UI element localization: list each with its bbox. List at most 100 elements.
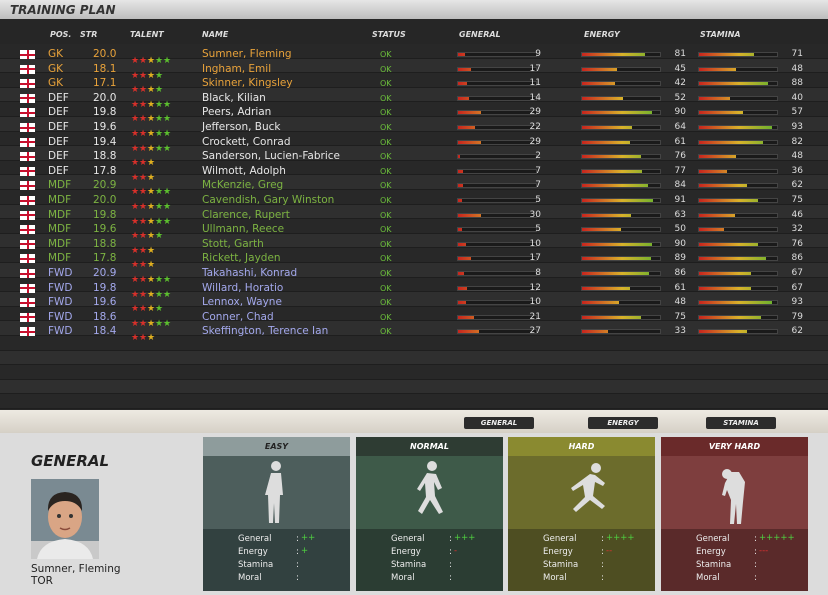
player-row[interactable]: FWD 18.6 ★★★★★ Conner, Chad OK 21 75 79 (0, 310, 828, 329)
talent-stars: ★★★★★ (131, 267, 171, 286)
player-name: Crockett, Conrad (202, 135, 291, 148)
star: ★ (131, 245, 140, 256)
player-name: Takahashi, Konrad (202, 267, 298, 279)
player-row[interactable]: FWD 19.6 ★★★★ Lennox, Wayne OK 10 48 93 (0, 295, 828, 314)
stamina-value: 62 (791, 180, 803, 191)
intensity-card[interactable]: VERY HARD General+++++Energy---Stamina Mor… (661, 437, 808, 591)
energy-bar (582, 315, 641, 319)
player-row[interactable]: DEF 19.4 ★★★★★ Crockett, Conrad OK 29 61 82 (0, 135, 828, 154)
player-row[interactable]: DEF 20.0 ★★★★★ Black, Kilian OK 14 52 40 (0, 91, 828, 110)
player-row[interactable]: GK 18.1 ★★★★ Ingham, Emil OK 17 45 48 (0, 62, 828, 81)
player-row[interactable]: DEF 19.8 ★★★★★ Peers, Adrian OK 29 90 57 (0, 105, 828, 124)
star: ★ (139, 216, 148, 227)
energy-bar-track (581, 81, 661, 87)
flag-cross-v (26, 64, 29, 74)
stamina-bar-track (698, 81, 778, 87)
intensity-card[interactable]: NORMAL General+++Energy-Stamina Moral (356, 437, 503, 591)
energy-bar (582, 286, 630, 290)
energy-value: 84 (674, 180, 686, 191)
column-header: POS. (50, 30, 72, 39)
stamina-bar-track (698, 300, 778, 306)
talent-stars: ★★★ (131, 325, 155, 344)
player-name: Sumner, Fleming (31, 563, 121, 575)
stamina-value: 36 (791, 165, 803, 176)
status: OK (380, 327, 392, 337)
energy-value: 90 (674, 107, 686, 118)
energy-value: 42 (674, 78, 686, 89)
flag-cross-v (26, 283, 29, 293)
intensity-card[interactable]: EASY General++Energy+Stamina Moral (203, 437, 350, 591)
star: ★ (131, 202, 140, 212)
energy-bar (582, 199, 653, 202)
stamina-bar-track (698, 183, 778, 189)
star: ★ (139, 143, 148, 154)
general-bar-track (457, 271, 537, 276)
effect-value: ++++ (606, 533, 635, 543)
player-row[interactable]: MDF 18.8 ★★★ Stott, Garth OK 10 90 76 (0, 237, 828, 256)
star: ★ (147, 245, 156, 256)
tab-button[interactable]: ENERGY (588, 417, 658, 429)
tab-button[interactable]: STAMINA (706, 417, 776, 429)
player-row[interactable]: GK 17.1 ★★★★ Skinner, Kingsley OK 11 42 88 (0, 76, 828, 95)
player-row[interactable]: DEF 19.6 ★★★★★ Jefferson, Buck OK 22 64 93 (0, 120, 828, 139)
star: ★ (155, 304, 164, 315)
general-bar (458, 169, 464, 173)
stamina-bar-track (698, 168, 778, 174)
player-row[interactable]: GK 20.0 ★★★★★ Sumner, Fleming OK 9 81 71 (0, 47, 828, 66)
intensity-card[interactable]: HARD General++++Energy--Stamina Moral (508, 437, 655, 591)
talent-stars: ★★★★★ (131, 121, 171, 140)
energy-value: 52 (674, 92, 686, 103)
general-value: 11 (529, 78, 541, 89)
status: OK (380, 123, 392, 132)
energy-value: 77 (674, 165, 686, 176)
player-row[interactable]: FWD 19.8 ★★★★★ Willard, Horatio OK 12 61 67 (0, 281, 828, 300)
talent-stars: ★★★★ (131, 223, 163, 242)
stamina-value: 93 (791, 122, 803, 132)
position: GK (48, 48, 64, 60)
stamina-bar-track (698, 285, 778, 291)
stamina-bar (699, 53, 755, 56)
player-row[interactable]: MDF 19.8 ★★★★★ Clarence, Rupert OK 30 63 46 (0, 208, 828, 227)
status: OK (380, 312, 392, 322)
stamina-bar-track (698, 271, 778, 276)
general-bar (458, 111, 481, 115)
star: ★ (163, 216, 172, 227)
star: ★ (155, 216, 164, 227)
stamina-bar (699, 82, 768, 86)
player-row[interactable]: MDF 20.0 ★★★★★ Cavendish, Gary Winston OK 5 91… (0, 193, 828, 212)
flag-icon (20, 79, 35, 89)
star: ★ (147, 289, 156, 300)
player-name: Conner, Chad (202, 310, 274, 323)
energy-bar (582, 330, 608, 334)
position: DEF (48, 91, 69, 104)
player-row[interactable]: DEF 17.8 ★★★ Wilmott, Adolph OK 7 77 36 (0, 164, 828, 183)
flag-icon (20, 152, 35, 162)
star: ★ (139, 158, 148, 169)
stamina-bar (699, 257, 767, 261)
tab-button[interactable]: GENERAL (464, 417, 534, 429)
player-row[interactable]: MDF 19.6 ★★★★ Ullmann, Reece OK 5 50 32 (0, 222, 828, 241)
position: GK (48, 62, 64, 75)
star: ★ (155, 56, 164, 66)
intensity-label: HARD (508, 437, 655, 456)
star: ★ (163, 99, 172, 110)
effect-label: General (238, 534, 298, 544)
status: OK (380, 283, 392, 293)
flag-icon (20, 327, 35, 337)
player-row[interactable]: FWD 18.4 ★★★ Skeffington, Terence Ian OK 27 33… (0, 324, 828, 343)
general-bar (458, 199, 462, 202)
player-row[interactable]: MDF 17.8 ★★★ Rickett, Jayden OK 17 89 86 (0, 251, 828, 270)
status: OK (380, 137, 392, 147)
energy-bar (582, 82, 615, 86)
player-name: Rickett, Jayden (202, 252, 281, 265)
player-row[interactable]: DEF 18.8 ★★★ Sanderson, Lucien-Fabrice OK 2 76… (0, 149, 828, 168)
energy-bar-track (581, 212, 661, 218)
effect-label: Stamina (238, 560, 299, 570)
general-value: 12 (529, 282, 541, 293)
player-row[interactable]: FWD 20.9 ★★★★★ Takahashi, Konrad OK 8 86 67 (0, 266, 828, 285)
player-row[interactable]: MDF 20.9 ★★★★★ McKenzie, Greg OK 7 84 62 (0, 178, 828, 197)
player-name: Black, Kilian (202, 91, 266, 104)
energy-bar (582, 126, 632, 129)
energy-value: 61 (674, 282, 686, 293)
star: ★ (147, 216, 156, 227)
